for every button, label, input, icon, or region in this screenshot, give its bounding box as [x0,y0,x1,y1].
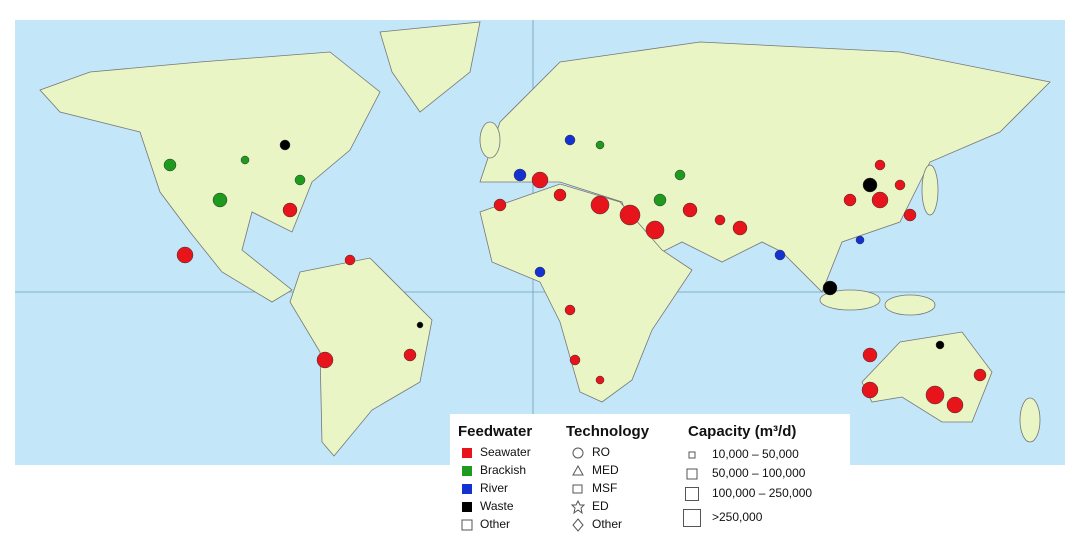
legend-label: 10,000 – 50,000 [712,447,799,461]
legend-label: Other [480,517,510,531]
plant-marker [416,321,424,329]
plant-marker [590,195,610,215]
plant-marker [531,171,549,189]
plant-marker [925,385,945,405]
plant-marker [163,158,177,172]
legend-symbol [688,451,696,459]
africa [479,183,693,403]
plant-marker [279,139,291,151]
legend-label: 50,000 – 100,000 [712,466,806,480]
new-guinea [884,294,936,316]
plant-marker [294,174,306,186]
plant-marker [212,192,228,208]
legend-title: Capacity (m³/d) [688,423,796,440]
legend-label: MSF [592,481,617,495]
plant-marker [564,304,576,316]
plant-marker [645,220,665,240]
plant-marker [564,134,576,146]
plant-marker [973,368,987,382]
plant-marker [774,249,786,261]
legend-symbol [686,468,698,480]
plant-marker [732,220,748,236]
legend-symbol [683,509,701,527]
plant-marker [513,168,527,182]
plant-marker [282,202,298,218]
plant-marker [176,246,194,264]
legend-swatch [462,466,472,476]
legend-title: Feedwater [458,423,532,440]
legend: Feedwater Technology Capacity (m³/d) Sea… [458,423,812,532]
legend-label: 100,000 – 250,000 [712,486,812,500]
plant-marker [595,375,605,385]
new-zealand [1019,397,1041,443]
plant-marker [674,169,686,181]
legend-title: Technology [566,423,650,440]
legend-label: Seawater [480,445,531,459]
plant-marker [619,204,641,226]
legend-symbol [572,484,583,494]
legend-swatch [462,502,472,512]
plant-marker [861,381,879,399]
plant-marker [240,155,250,165]
legend-label: RO [592,445,610,459]
legend-symbol [570,499,586,515]
north-america [39,51,381,303]
legend-swatch [461,519,473,531]
south-america [289,257,433,457]
legend-label: River [480,481,508,495]
indonesia [819,289,881,311]
plant-marker [862,347,878,363]
plant-marker [871,191,889,209]
legend-symbol [572,464,584,476]
plant-markers [163,134,987,414]
plant-marker [344,254,356,266]
legend-label: ED [592,499,609,513]
plant-marker [935,340,945,350]
greenland [379,21,481,113]
plant-marker [653,193,667,207]
plant-marker [595,140,605,150]
japan [921,164,939,216]
plant-marker [316,351,334,369]
british-isles [479,121,501,159]
plant-marker [569,354,581,366]
legend-label: Other [592,517,622,531]
legend-swatch [462,448,472,458]
land [39,21,1051,457]
plant-marker [903,208,917,222]
legend-symbol [572,447,584,459]
plant-marker [682,202,698,218]
legend-label: MED [592,463,619,477]
plant-marker [894,179,906,191]
plant-marker [534,266,546,278]
legend-box [450,414,850,542]
plant-marker [946,396,964,414]
plant-marker [714,214,726,226]
plant-marker [822,280,838,296]
legend-label: Brackish [480,463,526,477]
plant-marker [874,159,886,171]
legend-symbol [685,487,699,501]
legend-symbol [572,518,584,532]
plant-marker [493,198,507,212]
legend-label: Waste [480,499,514,513]
legend-swatch [462,484,472,494]
plant-marker [855,235,865,245]
plant-marker [862,177,878,193]
legend-label: >250,000 [712,510,763,524]
plant-marker [403,348,417,362]
plant-marker [553,188,567,202]
plant-marker [843,193,857,207]
